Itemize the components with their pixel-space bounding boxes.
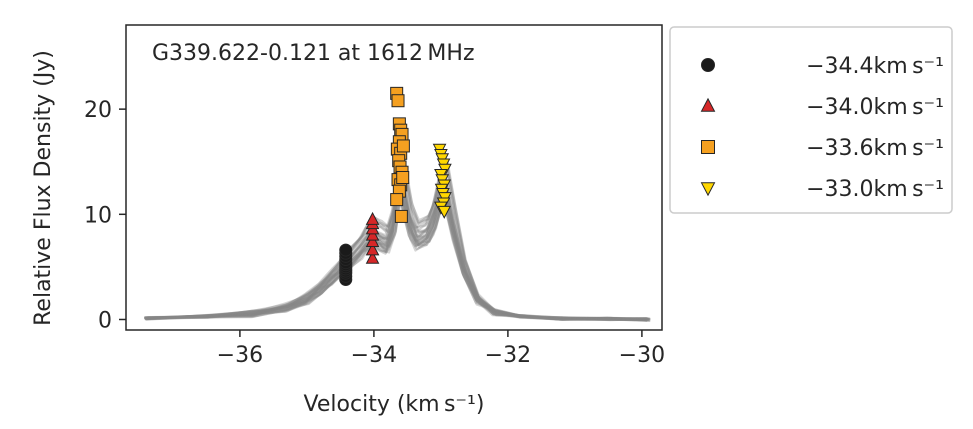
- legend-label: −34.0km s⁻¹: [806, 95, 944, 120]
- legend-label: −33.0km s⁻¹: [806, 177, 944, 202]
- legend-marker-square: [701, 140, 715, 154]
- x-tick-label: −30: [619, 343, 665, 368]
- spectrum-trace: [147, 187, 651, 322]
- legend-label: −33.6km s⁻¹: [806, 136, 944, 161]
- data-point-triangle-up: [365, 227, 380, 241]
- data-point-triangle-up: [365, 233, 380, 247]
- x-tick-label: −36: [217, 343, 263, 368]
- x-axis-label: Velocity (km s⁻¹): [304, 392, 485, 417]
- data-point-square: [394, 209, 408, 223]
- legend-frame: [669, 26, 953, 214]
- chart-title: G339.622-0.121 at 1612 MHz: [152, 41, 475, 66]
- data-point-square: [390, 193, 404, 207]
- y-tick-label: 0: [98, 308, 112, 333]
- spectrum-trace: [147, 192, 651, 321]
- data-point-triangle-up: [365, 250, 380, 264]
- data-point-circle: [339, 243, 353, 257]
- legend-marker-triangle-up: [700, 97, 716, 112]
- x-tick-label: −32: [485, 343, 531, 368]
- plot-frame: [125, 24, 663, 331]
- spectrum-trace: [145, 186, 648, 321]
- x-tick-label: −34: [351, 343, 397, 368]
- data-point-square: [396, 139, 410, 153]
- legend-marker-circle: [701, 58, 715, 72]
- y-tick-label: 20: [84, 98, 112, 123]
- axis-ticks: −36 −34 −32 −30 0 10 20: [84, 98, 665, 368]
- data-point-square: [396, 171, 410, 184]
- legend-label: −34.4km s⁻¹: [806, 54, 944, 79]
- y-axis-label: Relative Flux Density (Jy): [31, 50, 56, 326]
- legend-marker-triangle-down: [700, 182, 716, 197]
- series-markers: [339, 86, 452, 287]
- data-point-triangle-up: [365, 211, 380, 225]
- data-point-triangle-up: [365, 242, 380, 256]
- data-point-triangle-down: [437, 205, 452, 219]
- data-point-square: [391, 94, 405, 108]
- y-tick-label: 10: [84, 203, 112, 228]
- legend: −34.4km s⁻¹ −34.0km s⁻¹ −33.6km s⁻¹ −33.0km…: [669, 26, 953, 214]
